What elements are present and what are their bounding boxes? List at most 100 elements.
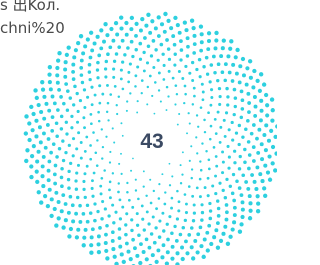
- dot: [34, 134, 38, 138]
- dot: [42, 117, 46, 121]
- dot: [158, 197, 161, 200]
- dot: [123, 53, 126, 56]
- dot: [158, 72, 161, 75]
- dot: [127, 250, 131, 254]
- dot: [75, 147, 78, 150]
- dot: [169, 163, 171, 165]
- dot: [176, 93, 178, 95]
- dot: [209, 104, 212, 107]
- dot: [55, 155, 59, 159]
- dot: [74, 212, 78, 216]
- dot: [154, 113, 156, 115]
- dot: [136, 65, 139, 68]
- dot: [49, 151, 53, 155]
- dot: [193, 239, 197, 243]
- dot: [118, 245, 122, 249]
- dot: [118, 227, 122, 231]
- dot: [99, 46, 103, 50]
- dot: [189, 122, 191, 124]
- dot: [96, 164, 99, 167]
- dot: [47, 178, 51, 182]
- dot: [90, 122, 93, 125]
- dot: [167, 47, 170, 50]
- dot: [181, 174, 183, 176]
- dot: [104, 67, 107, 70]
- dot: [81, 51, 85, 55]
- dot: [238, 81, 242, 85]
- dot: [65, 132, 68, 135]
- dot: [56, 58, 60, 62]
- dot: [157, 59, 160, 62]
- dot: [232, 199, 236, 203]
- dot: [228, 128, 231, 131]
- dot: [191, 256, 195, 260]
- dot: [200, 169, 203, 172]
- dot: [151, 95, 153, 97]
- dot: [205, 150, 207, 152]
- dot: [221, 171, 224, 174]
- dot: [146, 61, 149, 64]
- dot: [59, 95, 63, 99]
- dot: [180, 182, 182, 184]
- dot: [190, 145, 192, 147]
- dot: [229, 185, 232, 188]
- dot: [63, 68, 67, 72]
- dot: [131, 55, 134, 58]
- dot: [43, 194, 47, 198]
- dot: [129, 92, 131, 94]
- dot: [260, 142, 264, 146]
- dot: [196, 152, 198, 154]
- dot: [196, 250, 200, 254]
- dot: [104, 75, 107, 78]
- dot: [130, 170, 132, 172]
- dot: [167, 95, 169, 97]
- dot: [200, 106, 203, 109]
- dot: [104, 249, 108, 253]
- dot: [173, 64, 176, 67]
- dot: [264, 148, 268, 152]
- dot: [191, 195, 194, 198]
- dot: [266, 170, 270, 174]
- dot: [214, 31, 218, 35]
- dot: [202, 65, 205, 68]
- dot: [139, 242, 143, 246]
- dot: [260, 179, 264, 183]
- dot: [271, 108, 275, 112]
- dot: [146, 13, 150, 17]
- dot: [217, 111, 220, 114]
- dot: [178, 113, 180, 115]
- dot: [153, 190, 155, 192]
- dot: [221, 232, 225, 236]
- dot: [109, 196, 112, 199]
- dot: [116, 104, 118, 106]
- dot: [241, 98, 245, 102]
- dot: [104, 241, 108, 245]
- dot: [199, 25, 203, 29]
- dot: [79, 34, 83, 38]
- dot: [271, 161, 275, 165]
- dot: [91, 179, 94, 182]
- dot: [200, 40, 204, 44]
- dot: [126, 100, 128, 102]
- dot: [215, 155, 218, 158]
- dot: [114, 21, 118, 25]
- dot: [145, 257, 149, 261]
- dot: [176, 217, 179, 220]
- dot: [106, 52, 110, 56]
- dot: [240, 193, 244, 197]
- dot: [103, 22, 107, 26]
- dot: [88, 63, 92, 67]
- dot: [102, 146, 104, 148]
- dot: [37, 150, 41, 154]
- dot: [82, 116, 85, 119]
- dot: [166, 250, 170, 254]
- dot: [109, 181, 112, 184]
- dot: [228, 47, 232, 51]
- dot: [89, 251, 93, 255]
- dot: [127, 81, 130, 84]
- dot: [240, 116, 243, 119]
- dot: [249, 76, 253, 80]
- dot: [233, 150, 236, 153]
- dot: [224, 196, 227, 199]
- dot: [228, 71, 232, 75]
